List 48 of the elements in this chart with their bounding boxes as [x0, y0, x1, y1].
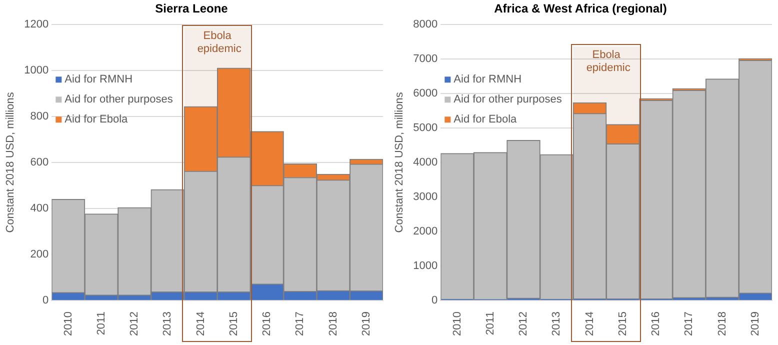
x-tick-label: 2019 — [749, 312, 762, 336]
y-tick-label: 6000 — [413, 87, 438, 100]
y-tick-label: 400 — [30, 202, 49, 215]
x-tick-label: 2011 — [484, 312, 496, 336]
x-tick-label: 2010 — [62, 312, 74, 336]
x-tick-label: 2016 — [650, 312, 662, 336]
x-tick-label: 2014 — [584, 312, 596, 336]
x-tick-label: 2015 — [616, 312, 629, 336]
legend-label: Aid for RMNH — [454, 74, 522, 86]
y-tick-label: 600 — [30, 156, 49, 168]
y-tick-label: 3000 — [413, 191, 438, 204]
legend-label: Aid for Ebola — [454, 114, 518, 126]
band-label: Ebola epidemic — [197, 30, 242, 56]
chart-title: Africa & West Africa (regional) — [494, 2, 667, 16]
y-tick-label: 7000 — [413, 52, 438, 65]
x-tick-label: 2012 — [518, 312, 530, 336]
y-tick-label: 0 — [432, 294, 438, 307]
x-tick-label: 2017 — [683, 312, 696, 336]
x-tick-label: 2010 — [451, 312, 464, 336]
x-tick-label: 2019 — [360, 312, 372, 336]
x-tick-label: 2013 — [550, 312, 563, 336]
y-tick-label: 1200 — [24, 18, 49, 30]
y-tick-label: 5000 — [413, 122, 438, 134]
legend-label: Aid for other purposes — [454, 94, 562, 106]
x-tick-label: 2015 — [228, 312, 240, 336]
y-tick-label: 8000 — [413, 18, 438, 30]
y-axis-title: Constant 2018 USD, millions — [394, 92, 406, 233]
y-tick-label: 0 — [42, 294, 49, 307]
x-tick-label: 2016 — [261, 312, 274, 336]
y-tick-label: 1000 — [413, 260, 438, 272]
y-tick-label: 800 — [30, 110, 49, 122]
legend-label: Aid for other purposes — [64, 94, 174, 106]
y-tick-label: 2000 — [413, 226, 438, 238]
x-tick-label: 2013 — [162, 312, 174, 336]
legend-label: Aid for RMNH — [64, 74, 133, 86]
band-label: Ebola epidemic — [586, 49, 630, 76]
y-tick-label: 200 — [30, 248, 49, 261]
legend-label: Aid for Ebola — [64, 114, 129, 126]
x-tick-label: 2014 — [194, 312, 207, 336]
x-tick-label: 2011 — [95, 312, 108, 336]
x-tick-label: 2018 — [327, 312, 340, 336]
chart-title: Sierra Leone — [155, 2, 228, 16]
x-tick-label: 2017 — [294, 312, 306, 336]
x-tick-label: 2012 — [128, 312, 141, 336]
x-tick-label: 2018 — [716, 312, 728, 336]
y-axis-title: Constant 2018 USD, millions — [4, 92, 17, 233]
y-tick-label: 1000 — [24, 64, 49, 76]
y-tick-label: 4000 — [413, 156, 438, 168]
